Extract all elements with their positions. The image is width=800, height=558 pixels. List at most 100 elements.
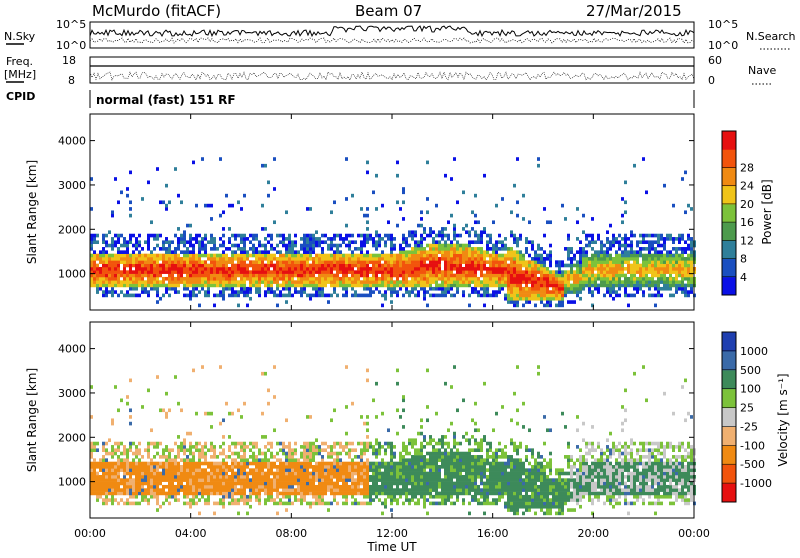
power-cell	[429, 250, 432, 254]
power-cell	[315, 270, 318, 274]
power-cell	[489, 257, 492, 261]
power-cell	[165, 247, 168, 251]
power-cell	[390, 287, 393, 291]
velocity-cell	[159, 462, 162, 466]
power-cell	[690, 290, 693, 294]
velocity-cell	[147, 485, 150, 489]
power-cell	[300, 237, 303, 241]
velocity-cell	[183, 448, 186, 452]
power-cell	[105, 280, 108, 284]
power-cell	[579, 274, 582, 278]
power-cell	[144, 290, 147, 294]
velocity-cell	[195, 492, 198, 496]
power-cell	[117, 257, 120, 261]
power-cell	[150, 280, 153, 284]
power-cell	[507, 294, 510, 298]
power-cell	[357, 284, 360, 288]
power-cell	[390, 240, 393, 244]
velocity-cell	[303, 465, 306, 469]
power-cell	[102, 250, 105, 254]
power-cell	[348, 280, 351, 284]
power-cell	[372, 260, 375, 264]
power-cell	[507, 297, 510, 301]
power-cell	[276, 274, 279, 278]
velocity-cell	[378, 478, 381, 482]
velocity-cell	[336, 475, 339, 479]
power-cell	[177, 267, 180, 271]
power-cell	[669, 257, 672, 261]
power-cell	[231, 257, 234, 261]
velocity-cell	[408, 475, 411, 479]
power-cell	[324, 267, 327, 271]
power-cell	[159, 247, 162, 251]
velocity-cell	[300, 498, 303, 502]
velocity-cell	[318, 502, 321, 506]
power-cell	[315, 280, 318, 284]
power-cell	[174, 267, 177, 271]
power-cell	[219, 270, 222, 274]
power-cell	[570, 284, 573, 288]
power-cell	[132, 280, 135, 284]
power-cell	[123, 237, 126, 241]
velocity-cell	[300, 468, 303, 472]
power-cell	[525, 300, 528, 304]
velocity-cell	[129, 502, 132, 506]
power-cell	[240, 267, 243, 271]
power-cell	[606, 257, 609, 261]
velocity-cell	[366, 492, 369, 496]
velocity-cell	[162, 478, 165, 482]
velocity-cell	[243, 482, 246, 486]
power-cell	[417, 274, 420, 278]
power-cell	[123, 254, 126, 258]
velocity-cell	[114, 478, 117, 482]
velocity-cell	[399, 458, 402, 462]
power-cell	[600, 240, 603, 244]
velocity-cell	[297, 485, 300, 489]
power-cell	[600, 267, 603, 271]
power-cell	[540, 297, 543, 301]
velocity-cell	[414, 475, 417, 479]
power-cell	[540, 264, 543, 268]
power-cell	[186, 250, 189, 254]
power-cell	[576, 280, 579, 284]
power-cell	[243, 194, 246, 198]
power-cell	[414, 277, 417, 281]
power-cell	[417, 244, 420, 248]
velocity-cell	[99, 465, 102, 469]
power-cell	[321, 234, 324, 238]
velocity-cell	[348, 472, 351, 476]
power-cell	[630, 284, 633, 288]
velocity-cell	[114, 498, 117, 502]
power-cell	[255, 247, 258, 251]
power-cell	[690, 260, 693, 264]
velocity-cell	[186, 485, 189, 489]
power-cell	[663, 260, 666, 264]
power-cell	[315, 260, 318, 264]
velocity-cell	[183, 475, 186, 479]
velocity-cell	[336, 485, 339, 489]
power-cell	[333, 250, 336, 254]
power-cell	[423, 294, 426, 298]
power-cell	[237, 267, 240, 271]
power-cell	[105, 290, 108, 294]
power-cell	[618, 257, 621, 261]
velocity-cell	[360, 462, 363, 466]
velocity-cell	[294, 465, 297, 469]
power-cell	[348, 267, 351, 271]
power-cell	[291, 257, 294, 261]
velocity-cell	[324, 475, 327, 479]
velocity-cell	[399, 462, 402, 466]
velocity-cell	[258, 475, 261, 479]
velocity-cell	[165, 462, 168, 466]
power-cell	[591, 240, 594, 244]
power-cell	[471, 250, 474, 254]
power-cell	[624, 260, 627, 264]
power-cell	[273, 277, 276, 281]
power-cell	[150, 254, 153, 258]
power-cell	[588, 244, 591, 248]
power-cell	[282, 280, 285, 284]
velocity-cell	[159, 488, 162, 492]
power-cell	[624, 267, 627, 271]
power-cell	[255, 234, 258, 238]
power-cell	[471, 270, 474, 274]
